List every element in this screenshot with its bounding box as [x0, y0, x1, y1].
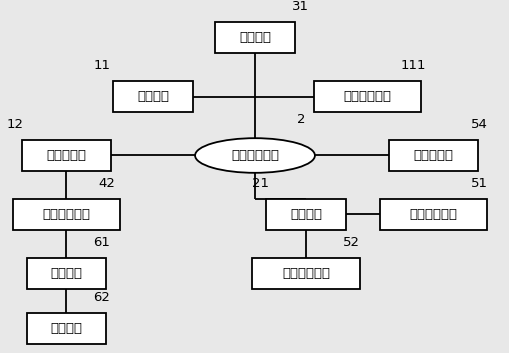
- Text: 试纸托台: 试纸托台: [137, 90, 168, 103]
- FancyBboxPatch shape: [13, 199, 120, 230]
- Text: 显示组件: 显示组件: [50, 267, 82, 280]
- FancyBboxPatch shape: [313, 81, 420, 112]
- FancyBboxPatch shape: [252, 258, 359, 289]
- Text: 54: 54: [470, 118, 487, 131]
- Text: 31: 31: [292, 0, 309, 13]
- FancyBboxPatch shape: [27, 313, 106, 344]
- Text: 驱动马达: 驱动马达: [239, 31, 270, 44]
- Text: 12: 12: [7, 118, 24, 131]
- FancyBboxPatch shape: [27, 258, 106, 289]
- Text: 打印组件: 打印组件: [50, 322, 82, 335]
- Text: 数据计算部件: 数据计算部件: [42, 208, 90, 221]
- Text: 尿液样本: 尿液样本: [290, 208, 321, 221]
- FancyBboxPatch shape: [113, 81, 192, 112]
- Text: 42: 42: [98, 177, 116, 190]
- Text: 61: 61: [93, 235, 110, 249]
- Text: 51: 51: [470, 177, 487, 190]
- FancyBboxPatch shape: [379, 199, 486, 230]
- Text: 62: 62: [93, 291, 110, 304]
- FancyBboxPatch shape: [388, 140, 477, 171]
- Text: 温度监测部件: 温度监测部件: [281, 267, 329, 280]
- FancyBboxPatch shape: [22, 140, 111, 171]
- Text: 加热保温部件: 加热保温部件: [343, 90, 390, 103]
- Ellipse shape: [195, 138, 315, 173]
- Text: 光分析部件: 光分析部件: [46, 149, 86, 162]
- Text: 尿液检验试纸: 尿液检验试纸: [231, 149, 278, 162]
- Text: 温度恒定盒: 温度恒定盒: [413, 149, 453, 162]
- Text: 111: 111: [400, 59, 425, 72]
- Text: 尿样保温部件: 尿样保温部件: [409, 208, 457, 221]
- Text: 52: 52: [343, 235, 360, 249]
- Text: 11: 11: [93, 59, 110, 72]
- Text: 21: 21: [251, 177, 268, 190]
- Text: 2: 2: [296, 113, 304, 126]
- FancyBboxPatch shape: [266, 199, 345, 230]
- FancyBboxPatch shape: [215, 22, 294, 53]
